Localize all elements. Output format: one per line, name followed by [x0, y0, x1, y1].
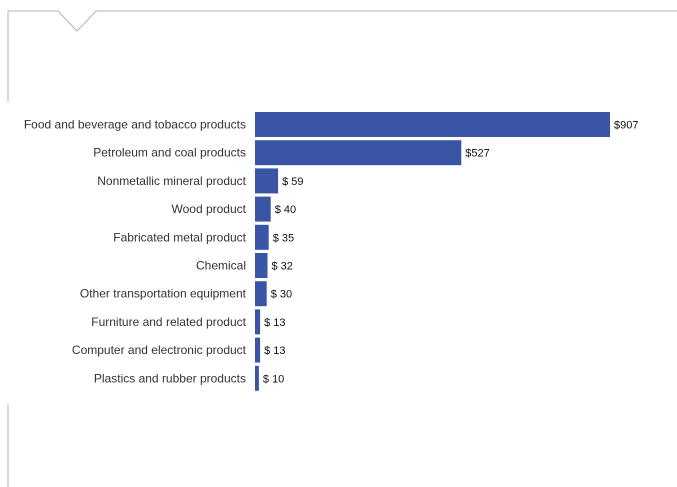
category-label-5: Fabricated metal product	[113, 230, 246, 244]
value-label-1: $907	[614, 120, 638, 132]
category-label-9: Computer and electronic product	[72, 343, 247, 357]
value-label-2: $527	[465, 148, 489, 160]
value-label-5: $ 35	[273, 232, 294, 244]
category-label-1: Food and beverage and tobacco products	[24, 118, 246, 132]
value-label-8: $ 13	[264, 317, 285, 329]
frame-top-line	[7, 10, 677, 102]
bars-group	[255, 112, 610, 391]
bar-6	[255, 253, 268, 278]
category-label-3: Nonmetallic mineral product	[97, 174, 246, 188]
bar-9	[255, 337, 261, 363]
bar-2	[255, 140, 462, 166]
value-label-3: $ 59	[282, 176, 303, 188]
bar-10	[255, 365, 259, 391]
category-label-7: Other transportation equipment	[80, 287, 247, 301]
value-label-6: $ 32	[272, 261, 293, 273]
category-label-6: Chemical	[196, 259, 246, 273]
category-labels-group: Food and beverage and tobacco products Pe…	[24, 118, 247, 386]
value-label-4: $ 40	[275, 204, 296, 216]
category-label-2: Petroleum and coal products	[93, 146, 246, 160]
bar-3	[255, 168, 279, 194]
value-labels-group: $907 $527 $ 59 $ 40 $ 35 $ 32 $ 30 $ 13 $ 13 $ 10	[263, 120, 639, 386]
bar-7	[255, 281, 267, 307]
value-label-9: $ 13	[264, 345, 285, 357]
bar-5	[255, 224, 269, 250]
bar-1	[255, 112, 610, 137]
value-label-7: $ 30	[271, 289, 292, 301]
category-label-10: Plastics and rubber products	[94, 371, 246, 385]
bar-8	[255, 309, 261, 335]
bar-4	[255, 196, 271, 222]
category-label-4: Wood product	[172, 202, 247, 216]
value-label-10: $ 10	[263, 373, 284, 385]
category-label-8: Furniture and related product	[91, 315, 246, 329]
